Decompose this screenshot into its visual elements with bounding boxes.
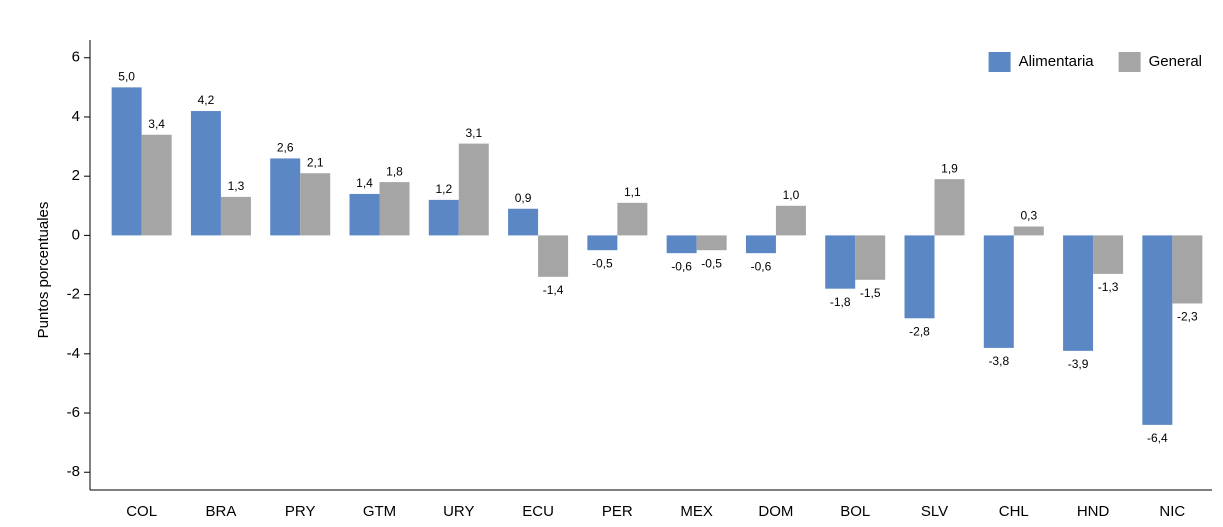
data-label: -1,3	[1098, 280, 1119, 294]
y-tick-label: -2	[67, 286, 80, 303]
bar	[1063, 235, 1094, 351]
bar	[617, 202, 648, 236]
data-label: -3,9	[1068, 357, 1089, 371]
data-label: 2,6	[277, 141, 294, 155]
legend-swatch	[988, 52, 1011, 72]
y-tick-label: -4	[67, 345, 80, 362]
data-label: -0,6	[751, 259, 772, 273]
bar	[349, 193, 380, 236]
data-label: -1,5	[860, 286, 881, 300]
bar	[458, 143, 489, 236]
data-label: 1,9	[941, 161, 958, 175]
data-label: 4,2	[198, 93, 215, 107]
bar	[300, 173, 331, 236]
bar	[696, 235, 727, 251]
data-label: 1,0	[783, 188, 800, 202]
bar	[825, 235, 856, 289]
data-label: 3,1	[465, 126, 482, 140]
x-tick-label: PRY	[285, 503, 316, 520]
legend-swatch	[1118, 52, 1141, 72]
bar	[983, 235, 1014, 348]
data-label: 0,3	[1020, 209, 1037, 223]
x-tick-label: MEX	[680, 503, 713, 520]
data-label: -1,8	[830, 295, 851, 309]
x-tick-label: DOM	[758, 503, 793, 520]
data-label: -0,5	[701, 256, 722, 270]
bar	[270, 158, 301, 236]
x-tick-label: ECU	[522, 503, 554, 520]
data-label: 1,4	[356, 176, 373, 190]
x-tick-label: BOL	[840, 503, 870, 520]
data-label: 1,3	[228, 179, 245, 193]
data-label: -0,6	[671, 259, 692, 273]
y-tick-label: -8	[67, 463, 80, 480]
x-tick-label: NIC	[1159, 503, 1185, 520]
bar	[508, 208, 539, 236]
data-label: -2,3	[1177, 310, 1198, 324]
bar	[904, 235, 935, 319]
bar	[775, 205, 806, 236]
bar	[428, 199, 459, 236]
bar	[1093, 235, 1124, 274]
x-tick-label: URY	[443, 503, 474, 520]
bar	[190, 111, 221, 236]
x-tick-label: HND	[1077, 503, 1110, 520]
legend-label: General	[1149, 53, 1202, 70]
data-label: 3,4	[148, 117, 165, 131]
data-label: -0,5	[592, 256, 613, 270]
bar	[666, 235, 697, 254]
y-tick-label: 4	[72, 108, 80, 125]
x-tick-label: CHL	[999, 503, 1029, 520]
bar	[220, 196, 251, 236]
data-label: 1,2	[435, 182, 452, 196]
y-tick-label: 6	[72, 49, 80, 66]
bar	[1172, 235, 1203, 304]
legend-label: Alimentaria	[1019, 53, 1095, 70]
x-tick-label: BRA	[206, 503, 237, 520]
bar	[111, 87, 142, 236]
x-tick-label: SLV	[921, 503, 948, 520]
data-label: -3,8	[988, 354, 1009, 368]
data-label: -2,8	[909, 324, 930, 338]
bar	[379, 182, 410, 236]
data-label: 1,1	[624, 185, 641, 199]
bar	[745, 235, 776, 254]
x-tick-label: GTM	[363, 503, 396, 520]
data-label: -1,4	[543, 283, 564, 297]
data-label: 0,9	[515, 191, 532, 205]
bar	[1013, 226, 1044, 236]
x-tick-label: COL	[126, 503, 157, 520]
data-label: 2,1	[307, 155, 324, 169]
y-tick-label: 2	[72, 167, 80, 184]
bar	[855, 235, 886, 280]
bar	[587, 235, 618, 251]
bar	[141, 134, 172, 236]
x-tick-label: PER	[602, 503, 633, 520]
data-label: 1,8	[386, 164, 403, 178]
y-axis-label: Puntos porcentuales	[35, 202, 52, 339]
y-tick-label: 0	[72, 226, 80, 243]
bar	[1142, 235, 1173, 425]
y-tick-label: -6	[67, 404, 80, 421]
bar	[538, 235, 569, 277]
data-label: -6,4	[1147, 431, 1168, 445]
bar	[934, 179, 965, 236]
data-label: 5,0	[118, 70, 135, 84]
